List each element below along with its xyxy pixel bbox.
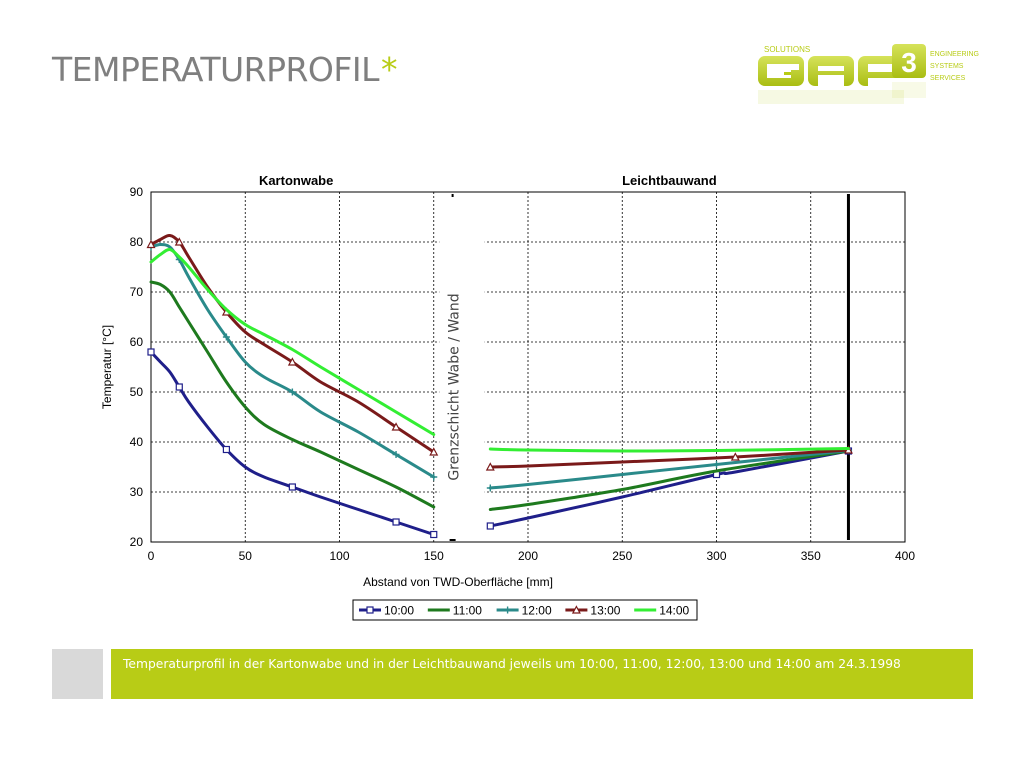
- series-line: [149, 280, 436, 509]
- boundary-annotation: Grenzschicht Wabe / Wand: [447, 293, 463, 480]
- data-point: [147, 348, 155, 356]
- series-1400: [149, 247, 850, 453]
- data-point: [485, 462, 495, 471]
- x-tick-label: 200: [518, 549, 538, 563]
- legend-item: 14:00: [634, 604, 690, 618]
- y-tick-label: 40: [130, 435, 144, 449]
- plot-border: [150, 191, 906, 543]
- x-tick-label: 50: [239, 549, 253, 563]
- chart-svg: 0 50 100 150 200 250 300 350 400 20 30 40 50 60 70 80 90…: [100, 173, 915, 621]
- caption-marker: [52, 649, 103, 699]
- legend-label: 14:00: [659, 604, 689, 618]
- series-line: [149, 243, 436, 479]
- data-point: [486, 484, 494, 492]
- y-tick-label: 60: [130, 335, 144, 349]
- page-title: TEMPERATURPROFIL*: [52, 50, 397, 89]
- legend-label: 12:00: [522, 604, 552, 618]
- y-tick-label: 80: [130, 235, 144, 249]
- data-point: [392, 518, 400, 526]
- panel-title-kartonwabe: Kartonwabe: [259, 173, 333, 188]
- series-line: [488, 449, 850, 490]
- y-tick-label: 50: [130, 385, 144, 399]
- x-tick-label: 400: [895, 549, 915, 563]
- x-tick-label: 100: [329, 549, 349, 563]
- legend-item: 11:00: [427, 604, 482, 618]
- legend-label: 10:00: [384, 604, 414, 618]
- data-point: [174, 237, 184, 246]
- data-point: [222, 333, 230, 341]
- temperature-chart: 0 50 100 150 200 250 300 350 400 20 30 40 50 60 70 80 90…: [95, 168, 925, 638]
- data-point: [713, 461, 720, 468]
- data-point: [391, 422, 401, 431]
- boundary-gap: [439, 193, 485, 541]
- series-line: [488, 447, 850, 453]
- data-point: [571, 605, 581, 614]
- logo-line-3: SERVICES: [930, 75, 966, 82]
- legend-box: [352, 599, 698, 621]
- data-point: [288, 483, 296, 491]
- x-tick-label: 150: [424, 549, 444, 563]
- caption-box: Temperaturprofil in der Kartonwabe und i…: [111, 649, 973, 699]
- series-line: [149, 247, 436, 436]
- logo-top-text: SOLUTIONS: [764, 45, 810, 54]
- x-tick-label: 250: [612, 549, 632, 563]
- series-line: [149, 350, 436, 536]
- series-1200: [147, 243, 852, 492]
- legend-item: 12:00: [496, 604, 552, 618]
- data-point: [175, 383, 183, 391]
- x-tick-label: 300: [706, 549, 726, 563]
- legend-item: 10:00: [359, 604, 414, 618]
- data-point: [430, 473, 438, 481]
- data-point: [222, 445, 230, 454]
- data-point: [146, 239, 156, 249]
- data-point: [486, 522, 494, 530]
- data-point: [287, 357, 297, 366]
- y-tick-label: 90: [130, 185, 144, 199]
- data-point: [392, 451, 400, 458]
- x-axis-label: Abstand von TWD-Oberfläche [mm]: [363, 575, 553, 589]
- data-point: [288, 388, 296, 396]
- logo-digit-box: [892, 44, 926, 78]
- company-logo: SOLUTIONS 3 ENGINEERING SYSTEMS SERVICES: [758, 44, 979, 104]
- x-tick-label: 0: [148, 549, 155, 563]
- data-point: [366, 606, 374, 614]
- y-tick-label: 70: [130, 285, 144, 299]
- logo-digit: 3: [901, 47, 917, 78]
- logo-line-1: ENGINEERING: [930, 51, 979, 58]
- data-point: [429, 447, 439, 456]
- legend-item: 13:00: [565, 604, 621, 618]
- title-text: TEMPERATURPROFIL: [52, 50, 379, 89]
- series-1100: [149, 280, 850, 511]
- y-axis-label: Temperatur [°C]: [100, 325, 114, 409]
- data-point: [504, 606, 512, 614]
- series-line: [149, 233, 436, 454]
- logo-line-2: SYSTEMS: [930, 63, 964, 70]
- legend: 10:00 11:00 12:00 13:00 14:00: [352, 599, 698, 621]
- series-line: [488, 449, 850, 511]
- series-1000: [147, 348, 853, 539]
- caption-text: Temperaturprofil in der Kartonwabe und i…: [123, 657, 901, 671]
- legend-label: 13:00: [590, 604, 620, 618]
- data-point: [430, 530, 438, 539]
- y-tick-label: 30: [130, 485, 144, 499]
- data-point: [730, 452, 740, 461]
- series-line: [488, 449, 850, 528]
- series-line: [488, 448, 850, 469]
- x-tick-label: 350: [801, 549, 821, 563]
- y-tick-label: 20: [130, 535, 144, 549]
- series-1300: [146, 233, 853, 471]
- title-asterisk: *: [380, 50, 398, 89]
- panel-title-leichtbauwand: Leichtbauwand: [622, 173, 717, 188]
- legend-label: 11:00: [453, 604, 482, 618]
